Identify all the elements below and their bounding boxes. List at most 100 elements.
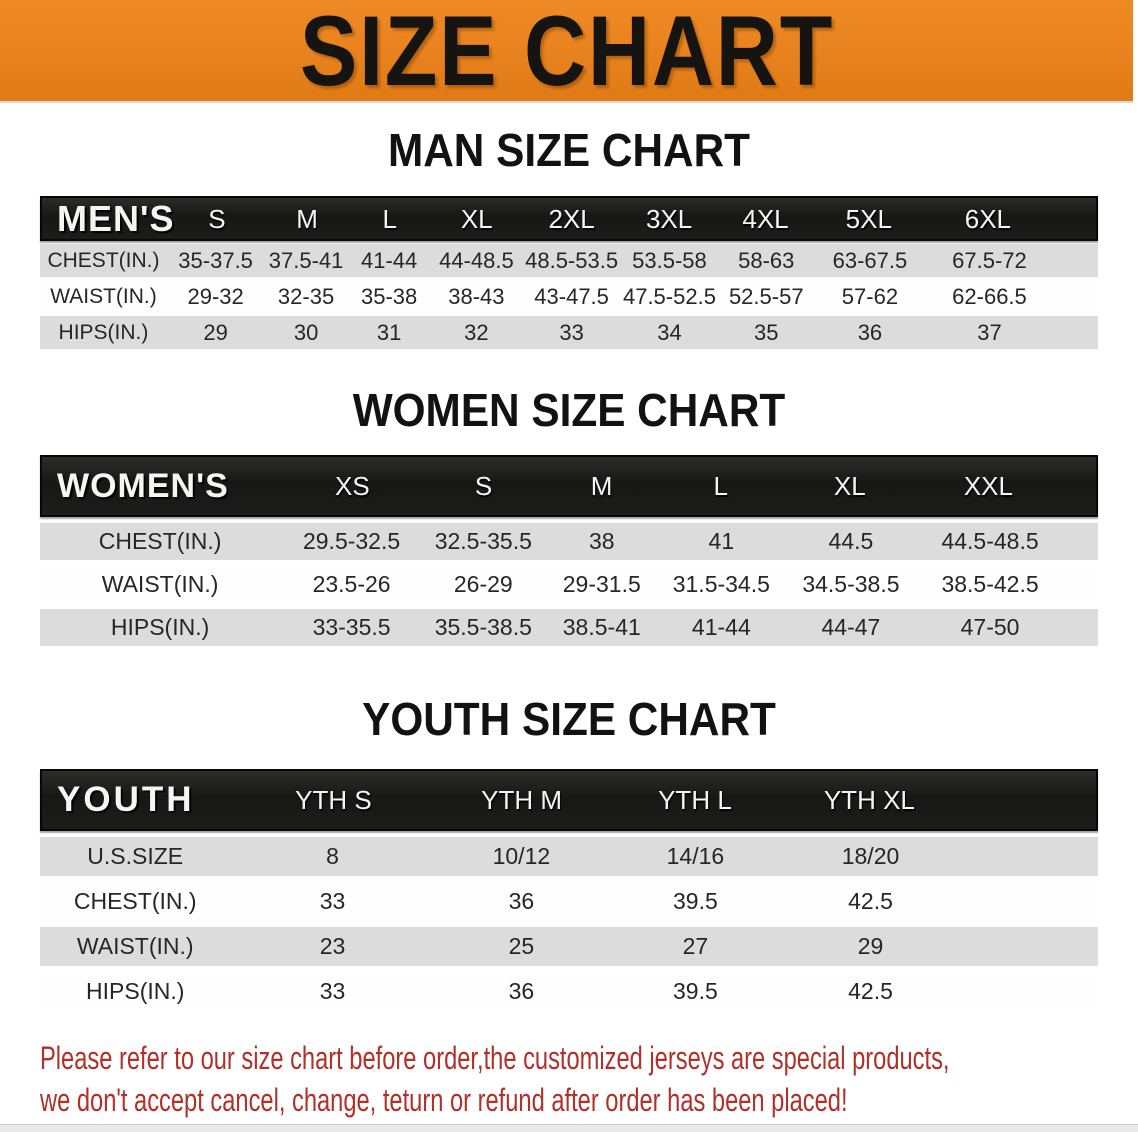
size-value: 18/20 bbox=[841, 843, 900, 869]
table-row: CHEST(IN.) 35-37.5 37.5-41 41-44 44-48.5 48.5… bbox=[40, 244, 1098, 277]
size-value: 36 bbox=[508, 978, 535, 1004]
size-value: 35.5-38.5 bbox=[434, 614, 532, 640]
size-value: 23 bbox=[319, 933, 346, 959]
size-value: 38.5-42.5 bbox=[941, 571, 1039, 597]
size-value: 35-38 bbox=[360, 283, 418, 309]
row-label: U.S.SIZE bbox=[87, 843, 184, 869]
column-header: S bbox=[208, 203, 226, 234]
table-row: HIPS(IN.) 29 30 31 32 33 34 35 36 37 bbox=[40, 316, 1098, 349]
column-header: L bbox=[382, 203, 398, 234]
size-value: 43-47.5 bbox=[534, 283, 609, 309]
corner-label: YOUTH bbox=[57, 780, 195, 819]
table-header-row: YOUTH YTH S YTH M YTH L YTH XL bbox=[40, 769, 1098, 831]
youth-size-section: YOUTH SIZE CHART YOUTH YTH S YTH M YTH L YTH… bbox=[0, 696, 1138, 1011]
column-header: 2XL bbox=[548, 203, 595, 234]
size-value: 38-43 bbox=[448, 283, 505, 309]
size-value: 44-47 bbox=[821, 614, 881, 640]
row-label: CHEST(IN.) bbox=[73, 888, 197, 914]
men-size-table: MEN'S S M L XL 2XL 3XL 4XL 5XL 6XL CHEST(IN.) 35-37… bbox=[40, 196, 1098, 349]
size-value: 44-48.5 bbox=[439, 247, 514, 273]
size-value: 42.5 bbox=[848, 978, 893, 1004]
size-value: 29-32 bbox=[187, 283, 244, 309]
size-value: 23.5-26 bbox=[312, 571, 391, 597]
size-value: 32-35 bbox=[277, 283, 335, 309]
row-label: CHEST(IN.) bbox=[47, 248, 160, 272]
size-value: 8 bbox=[326, 843, 339, 869]
youth-section-heading: YOUTH SIZE CHART bbox=[362, 693, 776, 745]
size-value: 41-44 bbox=[691, 614, 751, 640]
bottom-strip bbox=[0, 1124, 1138, 1132]
size-value: 30 bbox=[293, 319, 319, 345]
column-header: M bbox=[296, 203, 318, 234]
column-header: XL bbox=[833, 470, 866, 501]
size-value: 26-29 bbox=[453, 571, 513, 597]
size-value: 35-37.5 bbox=[178, 247, 253, 273]
size-value: 38.5-41 bbox=[562, 614, 641, 640]
size-value: 25 bbox=[508, 933, 535, 959]
table-row: CHEST(IN.) 33 36 39.5 42.5 bbox=[40, 882, 1098, 921]
size-value: 41-44 bbox=[360, 247, 418, 273]
size-value: 37.5-41 bbox=[268, 247, 344, 273]
corner-label: MEN'S bbox=[57, 198, 175, 239]
women-size-section: WOMEN SIZE CHART WOMEN'S XS S M L XL XXL CHEST(… bbox=[0, 387, 1138, 646]
size-value: 31.5-34.5 bbox=[672, 571, 770, 597]
size-value: 31 bbox=[376, 319, 402, 345]
men-section-heading: MAN SIZE CHART bbox=[387, 124, 751, 176]
column-header: YTH L bbox=[658, 784, 732, 815]
row-label: WAIST(IN.) bbox=[76, 933, 194, 959]
size-value: 29 bbox=[857, 933, 884, 959]
column-header: S bbox=[474, 470, 493, 501]
size-value: 10/12 bbox=[492, 843, 551, 869]
size-value: 57-62 bbox=[841, 283, 899, 309]
table-header-row: MEN'S S M L XL 2XL 3XL 4XL 5XL 6XL bbox=[40, 196, 1098, 241]
column-header: XXL bbox=[963, 470, 1013, 501]
size-value: 33 bbox=[319, 888, 346, 914]
size-value: 36 bbox=[508, 888, 535, 914]
size-value: 33-35.5 bbox=[312, 614, 391, 640]
size-value: 35 bbox=[754, 319, 779, 345]
size-value: 62-66.5 bbox=[952, 283, 1027, 309]
row-label: HIPS(IN.) bbox=[58, 320, 149, 344]
row-label: HIPS(IN.) bbox=[86, 978, 185, 1004]
size-value: 53.5-58 bbox=[632, 247, 707, 273]
youth-size-table: YOUTH YTH S YTH M YTH L YTH XL U.S.SIZE 8 10/12… bbox=[40, 769, 1098, 1011]
size-value: 38 bbox=[588, 528, 615, 554]
size-value: 29-31.5 bbox=[562, 571, 641, 597]
women-size-table: WOMEN'S XS S M L XL XXL CHEST(IN.) 29.5-32.5 32.5… bbox=[40, 455, 1098, 646]
column-header: XL bbox=[460, 203, 493, 234]
notice-line-1: Please refer to our size chart before or… bbox=[40, 1040, 950, 1076]
column-header: YTH M bbox=[481, 784, 562, 815]
table-row: HIPS(IN.) 33 36 39.5 42.5 bbox=[40, 972, 1098, 1011]
size-value: 41 bbox=[708, 528, 735, 554]
size-value: 48.5-53.5 bbox=[525, 247, 619, 273]
column-header: 5XL bbox=[845, 203, 892, 234]
banner-title: SIZE CHART bbox=[299, 0, 834, 106]
corner-label: WOMEN'S bbox=[57, 466, 229, 505]
column-header: YTH XL bbox=[823, 784, 915, 815]
size-value: 27 bbox=[682, 933, 709, 959]
size-value: 33 bbox=[559, 319, 584, 345]
banner: SIZE CHART bbox=[0, 0, 1133, 103]
women-section-heading: WOMEN SIZE CHART bbox=[352, 384, 786, 436]
table-row: WAIST(IN.) 23 25 27 29 bbox=[40, 927, 1098, 966]
size-value: 52.5-57 bbox=[728, 283, 804, 309]
size-value: 44.5-48.5 bbox=[941, 528, 1039, 554]
table-row: HIPS(IN.) 33-35.5 35.5-38.5 38.5-41 41-44 44-… bbox=[40, 609, 1098, 646]
notice-line-2: we don't accept cancel, change, teturn o… bbox=[40, 1082, 848, 1118]
size-value: 39.5 bbox=[673, 978, 718, 1004]
size-value: 32 bbox=[464, 319, 489, 345]
size-value: 34.5-38.5 bbox=[802, 571, 900, 597]
size-value: 29.5-32.5 bbox=[302, 528, 401, 554]
size-value: 29 bbox=[203, 319, 228, 345]
size-value: 39.5 bbox=[673, 888, 718, 914]
size-value: 37 bbox=[977, 319, 1002, 345]
size-value: 42.5 bbox=[848, 888, 893, 914]
size-value: 63-67.5 bbox=[832, 247, 908, 273]
column-header: XS bbox=[335, 470, 370, 501]
size-value: 36 bbox=[857, 319, 883, 345]
column-header: YTH S bbox=[295, 784, 372, 815]
row-label: HIPS(IN.) bbox=[110, 614, 210, 640]
table-row: WAIST(IN.) 29-32 32-35 35-38 38-43 43-47.5 47.… bbox=[40, 280, 1098, 313]
size-value: 34 bbox=[657, 319, 682, 345]
